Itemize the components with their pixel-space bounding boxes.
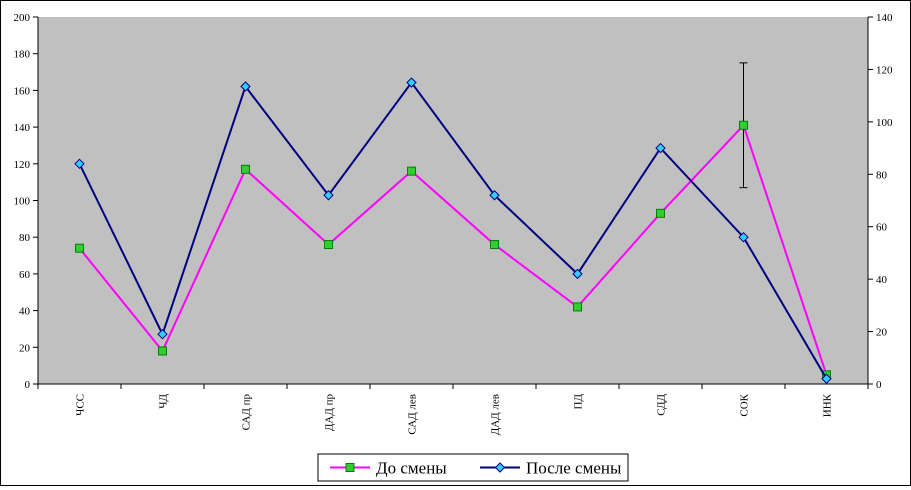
x-category-label: ЧД <box>158 394 170 409</box>
right-tick-label: 80 <box>876 169 888 181</box>
data-point-diamond <box>489 190 500 201</box>
legend-marker-square <box>345 463 355 472</box>
right-tick-label: 60 <box>876 222 888 234</box>
data-point-square <box>324 240 333 250</box>
right-tick-label: 40 <box>876 274 888 286</box>
data-point-diamond <box>240 81 251 92</box>
right-tick-label: 140 <box>876 12 893 24</box>
x-category-label: ЧСС <box>75 394 87 416</box>
data-point-square <box>407 166 416 176</box>
x-category-label: ИНК <box>822 393 834 417</box>
data-point-diamond <box>738 231 749 243</box>
data-point-square <box>158 346 167 356</box>
x-category-label: ДАД лев <box>490 394 502 435</box>
data-point-square <box>739 120 748 130</box>
left-tick-label: 120 <box>14 159 31 171</box>
x-category-label: САД лев <box>407 394 419 435</box>
data-point-diamond <box>821 373 832 384</box>
data-point-diamond <box>655 142 666 154</box>
right-tick-label: 120 <box>876 64 893 76</box>
legend-marker-diamond <box>494 462 506 473</box>
left-tick-label: 20 <box>19 342 31 354</box>
x-category-label: ПД <box>573 394 585 410</box>
right-tick-label: 0 <box>876 379 882 391</box>
x-category-label: ДАД пр <box>324 394 336 432</box>
left-tick-label: 80 <box>19 232 31 244</box>
right-tick-label: 20 <box>876 327 888 339</box>
data-point-diamond <box>157 328 168 340</box>
x-category-label: СДД <box>656 394 668 416</box>
data-point-diamond <box>572 268 583 280</box>
left-tick-label: 60 <box>19 269 31 281</box>
data-point-square <box>241 164 250 174</box>
left-tick-label: 200 <box>14 12 31 24</box>
right-tick-label: 100 <box>876 117 893 129</box>
left-tick-label: 40 <box>19 306 31 318</box>
data-point-diamond <box>323 190 334 201</box>
data-point-square <box>656 208 665 218</box>
series-line-1 <box>78 123 828 376</box>
series-line-2 <box>78 80 828 380</box>
left-tick-label: 180 <box>14 49 31 61</box>
left-tick-label: 140 <box>14 122 31 134</box>
legend-label-2: После смены <box>526 459 622 478</box>
left-tick-label: 100 <box>14 196 31 208</box>
data-point-square <box>490 240 499 250</box>
data-point-square <box>75 243 84 253</box>
x-category-label: САД пр <box>241 394 253 431</box>
left-tick-label: 160 <box>14 85 31 97</box>
x-category-label: СОК <box>739 393 751 416</box>
data-point-diamond <box>406 77 417 88</box>
left-tick-label: 0 <box>25 379 31 391</box>
data-point-square <box>573 302 582 312</box>
data-point-diamond <box>74 158 85 170</box>
legend-label-1: До смены <box>376 459 447 478</box>
